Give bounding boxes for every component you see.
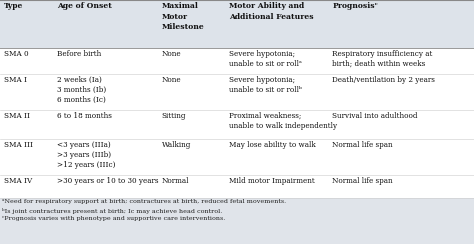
Text: Respiratory insufficiency at
birth; death within weeks: Respiratory insufficiency at birth; deat… bbox=[332, 50, 433, 68]
Bar bbox=[0, 0, 474, 48]
Text: SMA II: SMA II bbox=[4, 112, 30, 120]
Text: May lose ability to walk: May lose ability to walk bbox=[229, 141, 316, 149]
Text: Severe hypotonia;
unable to sit or rollᵇ: Severe hypotonia; unable to sit or rollᵇ bbox=[229, 76, 302, 94]
Text: Sitting: Sitting bbox=[162, 112, 186, 120]
Text: ᶜPrognosis varies with phenotype and supportive care interventions.: ᶜPrognosis varies with phenotype and sup… bbox=[2, 216, 225, 221]
Bar bbox=[0, 74, 474, 110]
Bar bbox=[0, 48, 474, 74]
Text: Proximal weakness;
unable to walk independently: Proximal weakness; unable to walk indepe… bbox=[229, 112, 337, 130]
Text: Severe hypotonia;
unable to sit or rollᵃ: Severe hypotonia; unable to sit or rollᵃ bbox=[229, 50, 302, 68]
Text: Age of Onset: Age of Onset bbox=[57, 2, 112, 10]
Text: 6 to 18 months: 6 to 18 months bbox=[57, 112, 112, 120]
Text: Death/ventilation by 2 years: Death/ventilation by 2 years bbox=[332, 76, 435, 84]
Bar bbox=[0, 110, 474, 139]
Text: SMA I: SMA I bbox=[4, 76, 27, 84]
Text: Normal: Normal bbox=[162, 177, 189, 185]
Text: 2 weeks (Ia)
3 months (Ib)
6 months (Ic): 2 weeks (Ia) 3 months (Ib) 6 months (Ic) bbox=[57, 76, 107, 104]
Text: SMA III: SMA III bbox=[4, 141, 33, 149]
Text: Mild motor Impairment: Mild motor Impairment bbox=[229, 177, 315, 185]
Text: Motor Ability and
Additional Features: Motor Ability and Additional Features bbox=[229, 2, 314, 20]
Text: Normal life span: Normal life span bbox=[332, 141, 393, 149]
Text: Normal life span: Normal life span bbox=[332, 177, 393, 185]
Bar bbox=[0, 198, 474, 244]
Text: Maximal
Motor
Milestone: Maximal Motor Milestone bbox=[162, 2, 204, 31]
Text: >30 years or 10 to 30 years: >30 years or 10 to 30 years bbox=[57, 177, 159, 185]
Text: Type: Type bbox=[4, 2, 24, 10]
Bar bbox=[0, 175, 474, 198]
Text: None: None bbox=[162, 50, 181, 58]
Text: SMA 0: SMA 0 bbox=[4, 50, 29, 58]
Text: Survival into adulthood: Survival into adulthood bbox=[332, 112, 418, 120]
Text: SMA IV: SMA IV bbox=[4, 177, 33, 185]
Text: Walking: Walking bbox=[162, 141, 191, 149]
Text: <3 years (IIIa)
>3 years (IIIb)
>12 years (IIIc): <3 years (IIIa) >3 years (IIIb) >12 year… bbox=[57, 141, 116, 169]
Text: ᵃNeed for respiratory support at birth; contractures at birth, reduced fetal mov: ᵃNeed for respiratory support at birth; … bbox=[2, 199, 286, 204]
Text: ᵇIs joint contractures present at birth; Ic may achieve head control.: ᵇIs joint contractures present at birth;… bbox=[2, 208, 222, 214]
Text: Before birth: Before birth bbox=[57, 50, 101, 58]
Text: Prognosisᶜ: Prognosisᶜ bbox=[332, 2, 378, 10]
Bar bbox=[0, 139, 474, 175]
Text: None: None bbox=[162, 76, 181, 84]
